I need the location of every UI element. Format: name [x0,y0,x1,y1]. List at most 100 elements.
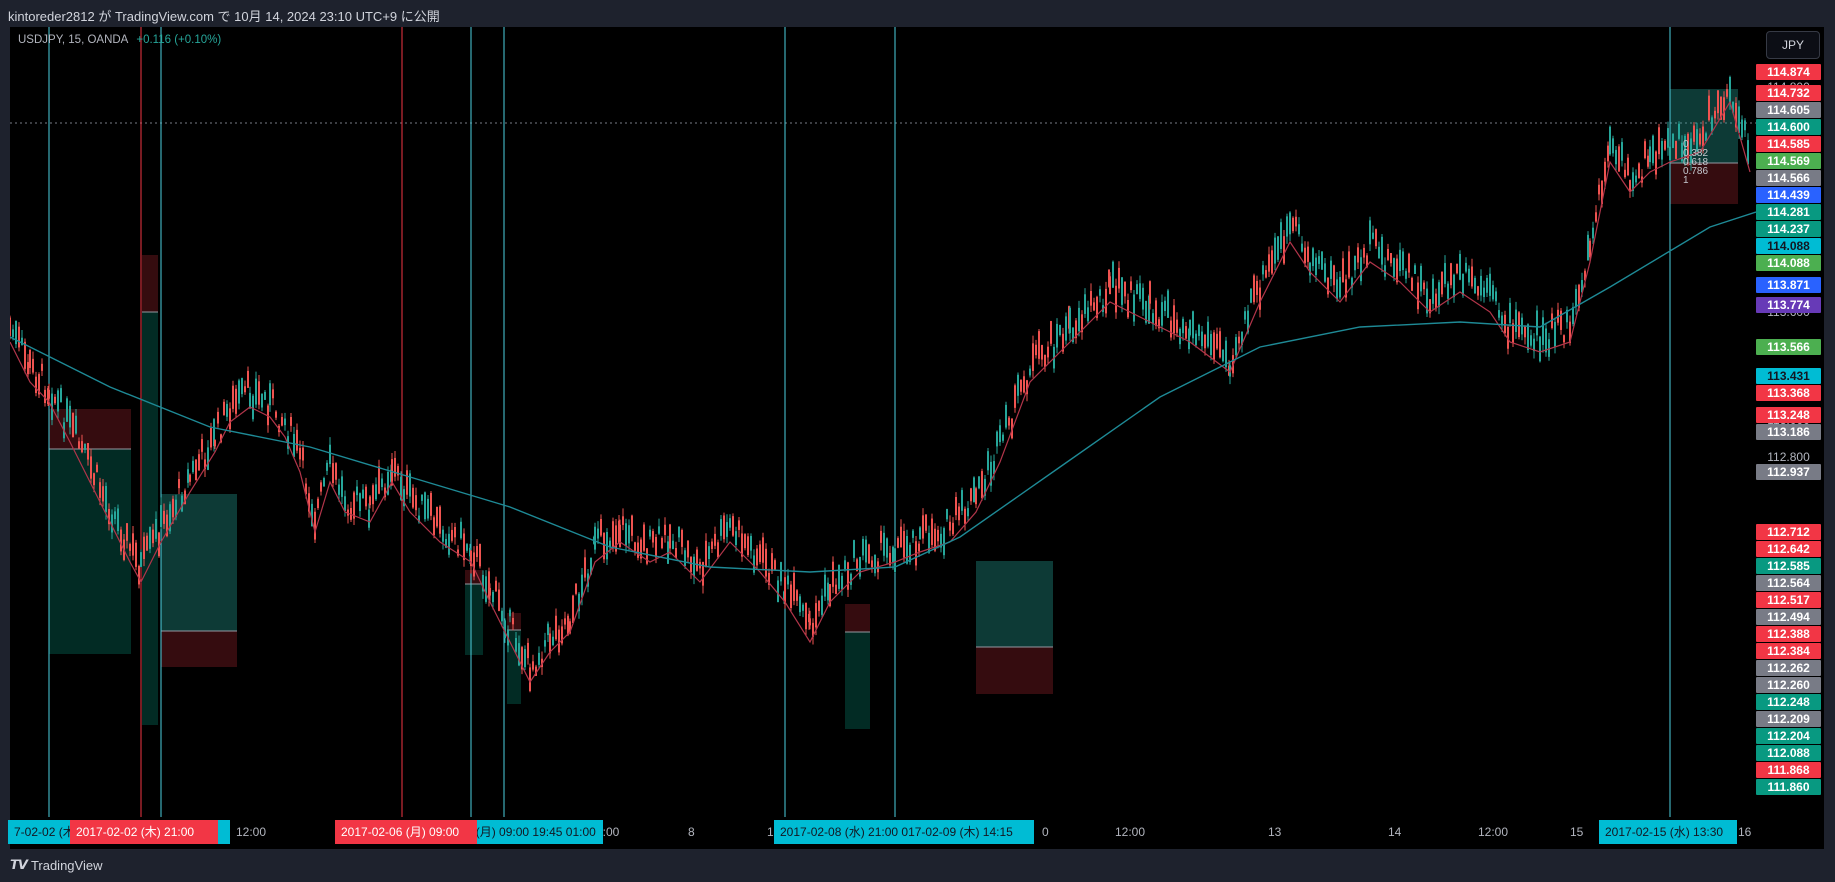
candle-body [669,524,671,549]
candle-body [501,610,503,622]
candle-body [132,533,134,556]
candle-body [1501,315,1503,326]
time-badge: 2017-02-06 (月) 09:00 [335,820,477,844]
candle-body [1507,326,1509,349]
candle-body [1566,309,1568,323]
candle-body [1189,319,1191,336]
candle-body [1188,328,1190,350]
candle-body [664,524,666,535]
candle-body [978,476,980,489]
candle-body [433,517,435,536]
candle-body [1405,271,1407,279]
candle-body [541,658,543,668]
candle-body [909,544,911,563]
candle-body [829,584,831,607]
candle-body [1498,310,1500,318]
candle-body [375,484,377,500]
candle-body [1026,380,1028,395]
candle-body [10,317,11,336]
candle-body [264,391,266,400]
candle-body [1244,311,1246,320]
candle-body [750,535,752,551]
candle-body [138,565,140,585]
candle-body [1624,169,1626,178]
candle-body [612,521,614,547]
candle-body [1575,288,1577,307]
candle-body [1072,327,1074,342]
candle-body [1609,126,1611,155]
price-label: 114.281 [1756,204,1821,220]
candle-body [169,504,171,532]
symbol-info[interactable]: USDJPY, 15, OANDA [18,34,129,46]
candle-body [338,484,340,495]
candle-body [681,529,683,547]
candle-body [1032,343,1034,371]
time-badge: 2017-02-02 (木) 21:00 [70,820,218,844]
candle-body [412,487,414,508]
candle-body [1459,253,1461,280]
candle-body [372,485,374,505]
candle-body [1396,258,1398,283]
candle-body [1723,97,1725,120]
brand-name: TradingView [30,857,103,873]
candle-body [738,520,740,530]
candle-body [114,511,116,520]
candle-body [1014,385,1016,408]
candle-body [1492,285,1494,300]
candle-body [457,549,459,556]
candle-body [862,538,864,556]
candle-body [558,629,560,653]
candle-body [1441,271,1443,295]
candle-body [1381,236,1383,265]
candle-body [1601,180,1603,204]
candle-body [808,613,810,623]
chart-pane[interactable]: 0 0.382 0.618 0.786 1 USDJPY, 15, OANDA +0.11… [8,27,1824,849]
candle-body [793,573,795,601]
candle-body [844,560,846,569]
candle-body [967,508,969,517]
candle-body [771,553,773,572]
candle-body [284,418,286,426]
price-label: 112.564 [1756,575,1821,591]
candle-body [418,515,420,523]
candle-body [341,476,343,497]
candle-body [790,584,792,609]
position-stop-zone [49,409,131,449]
candle-body [619,524,621,547]
candle-body [799,596,801,613]
candle-body [1008,417,1010,426]
candle-body [424,492,426,520]
candle-body [675,548,677,559]
candle-body [1708,95,1710,121]
candle-body [356,486,358,496]
price-scale[interactable]: 114.800113.600113.000112.800114.874114.7… [1756,27,1824,817]
candle-body [1393,258,1395,277]
candle-body [1635,175,1637,183]
candle-body [1298,224,1300,235]
candle-body [1468,268,1470,283]
candle-body [1002,434,1004,441]
candle-body [1572,307,1574,325]
candle-body [521,647,523,670]
candle-body [1078,307,1080,332]
candle-body [561,626,563,644]
candle-body [1444,263,1446,284]
candle-body [655,536,657,558]
candle-body [912,530,914,538]
candle-body [1112,261,1114,288]
candle-body [1545,328,1547,353]
candle-body [1363,247,1365,258]
candle-body [952,522,954,535]
candle-body [192,460,194,473]
candle-body [368,509,370,528]
candle-body [1548,339,1550,357]
price-label: 113.248 [1756,407,1821,423]
candle-body [1351,277,1353,288]
currency-button[interactable]: JPY [1766,31,1820,59]
candle-body [1035,344,1037,356]
price-label: 113.566 [1756,339,1821,355]
candle-body [32,358,34,373]
price-label: 112.388 [1756,626,1821,642]
